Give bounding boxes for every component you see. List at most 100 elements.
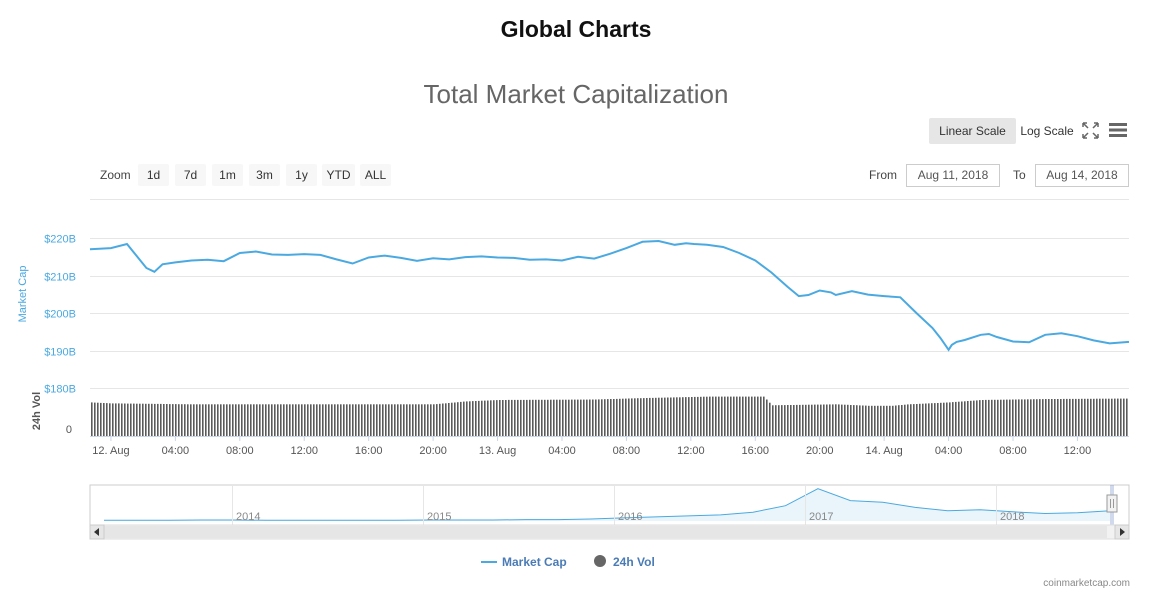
volume-bar (262, 404, 264, 436)
volume-bar (616, 398, 618, 436)
volume-bar (784, 405, 786, 436)
volume-bar (403, 404, 405, 436)
volume-bar (667, 397, 669, 436)
volume-bar (928, 403, 930, 436)
volume-bar (160, 403, 162, 436)
volume-bar (859, 405, 861, 436)
volume-bar (619, 398, 621, 436)
volume-bar (913, 404, 915, 436)
volume-bar (676, 397, 678, 436)
volume-bar (499, 400, 501, 436)
volume-bar (766, 399, 768, 436)
volume-bar (490, 400, 492, 436)
volume-bar (721, 396, 723, 436)
volume-bar (790, 405, 792, 436)
zoom-1m-button[interactable]: 1m (212, 164, 243, 186)
volume-bar (679, 397, 681, 436)
volume-bar (685, 397, 687, 436)
volume-bar (589, 399, 591, 436)
volume-bar (280, 404, 282, 436)
volume-bar (823, 404, 825, 436)
linear-scale-button[interactable]: Linear Scale (929, 118, 1016, 144)
volume-bar (571, 399, 573, 436)
volume-bar (115, 403, 117, 436)
volume-bar (907, 404, 909, 436)
chart-title: Total Market Capitalization (423, 79, 729, 109)
volume-bar (502, 400, 504, 436)
fullscreen-icon[interactable] (1082, 122, 1099, 139)
y-axis-title: Market Cap (17, 266, 29, 323)
volume-bar (418, 404, 420, 436)
volume-bar (109, 403, 111, 436)
volume-bar (370, 404, 372, 436)
zoom-1d-button[interactable]: 1d (138, 164, 169, 186)
volume-bar (271, 404, 273, 436)
legend: Market Cap 24h Vol (481, 555, 655, 569)
navigator-year-label: 2014 (236, 511, 260, 523)
volume-bar (538, 399, 540, 436)
from-date-input[interactable]: Aug 11, 2018 (906, 164, 1000, 187)
volume-bar (259, 404, 261, 436)
credit-link[interactable]: coinmarketcap.com (1043, 578, 1130, 589)
zoom-1y-button[interactable]: 1y (286, 164, 317, 186)
volume-bar (1078, 398, 1080, 436)
to-date-input[interactable]: Aug 14, 2018 (1035, 164, 1129, 187)
volume-bar (364, 404, 366, 436)
volume-bar (163, 404, 165, 436)
volume-bar (346, 404, 348, 436)
zoom-7d-button[interactable]: 7d (175, 164, 206, 186)
volume-bar (1066, 398, 1068, 436)
volume-bar (166, 404, 168, 436)
volume-bar (238, 404, 240, 436)
volume-bar (226, 404, 228, 436)
volume-bar (178, 404, 180, 436)
volume-tick-zero: 0 (66, 424, 72, 436)
volume-bar (754, 396, 756, 436)
volume-bar (973, 400, 975, 436)
volume-bar (781, 405, 783, 436)
volume-bar (982, 400, 984, 436)
log-scale-button[interactable]: Log Scale (1020, 124, 1074, 138)
volume-bar (532, 399, 534, 436)
zoom-3m-button[interactable]: 3m (249, 164, 280, 186)
to-label: To (1013, 168, 1026, 182)
volume-bars (91, 396, 1128, 436)
volume-bar (247, 404, 249, 436)
x-tick-label: 16:00 (742, 445, 770, 457)
volume-bar (1123, 398, 1125, 436)
volume-bar (658, 397, 660, 436)
menu-icon[interactable] (1108, 122, 1128, 138)
volume-bar (895, 405, 897, 436)
volume-bar (367, 404, 369, 436)
volume-bar (688, 397, 690, 436)
navigator-handle[interactable] (1106, 494, 1118, 513)
volume-bar (472, 401, 474, 436)
volume-bar (691, 397, 693, 436)
x-tick-label: 08:00 (226, 445, 254, 457)
volume-bar (1015, 399, 1017, 436)
volume-bar (886, 405, 888, 436)
volume-bar (454, 402, 456, 436)
volume-bar (406, 404, 408, 436)
navigator-scrollbar-thumb[interactable] (104, 526, 1107, 538)
volume-bar (802, 404, 804, 436)
volume-bar (316, 404, 318, 436)
volume-bar (1093, 398, 1095, 436)
volume-bar (355, 404, 357, 436)
zoom-ytd-button[interactable]: YTD (322, 164, 355, 186)
volume-bar (661, 397, 663, 436)
legend-market-cap-label[interactable]: Market Cap (502, 555, 567, 569)
legend-volume-label[interactable]: 24h Vol (613, 555, 655, 569)
zoom-all-button[interactable]: ALL (360, 164, 391, 186)
volume-bar (1000, 399, 1002, 436)
volume-bar (763, 396, 765, 436)
volume-bar (751, 396, 753, 436)
market-cap-line (89, 239, 1130, 352)
volume-bar (217, 404, 219, 436)
volume-bar (148, 403, 150, 436)
volume-bar (322, 404, 324, 436)
volume-bar (607, 399, 609, 436)
volume-bar (1051, 399, 1053, 436)
volume-bar (1042, 399, 1044, 436)
volume-bar (274, 404, 276, 436)
